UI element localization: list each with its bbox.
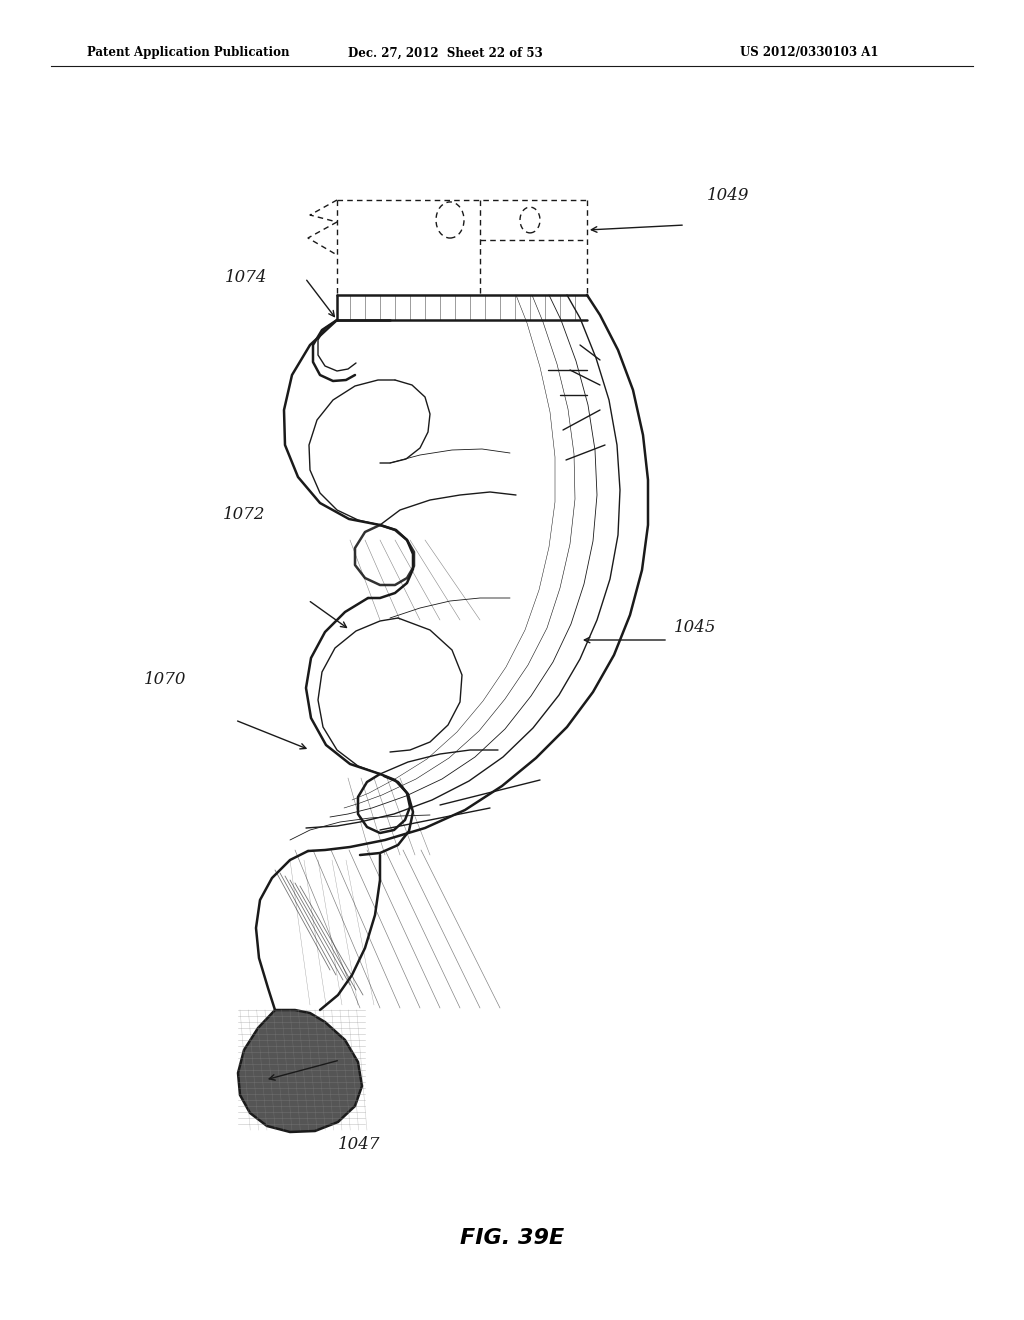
Text: Patent Application Publication: Patent Application Publication [87,46,290,59]
Text: 1074: 1074 [225,269,268,285]
Text: 1045: 1045 [674,619,717,635]
Text: 1072: 1072 [223,507,266,523]
Text: Dec. 27, 2012  Sheet 22 of 53: Dec. 27, 2012 Sheet 22 of 53 [348,46,543,59]
Text: 1049: 1049 [707,187,750,203]
Polygon shape [238,1010,362,1133]
Text: US 2012/0330103 A1: US 2012/0330103 A1 [739,46,879,59]
Text: FIG. 39E: FIG. 39E [460,1228,564,1249]
Text: 1047: 1047 [338,1137,381,1152]
Text: 1070: 1070 [143,672,186,688]
